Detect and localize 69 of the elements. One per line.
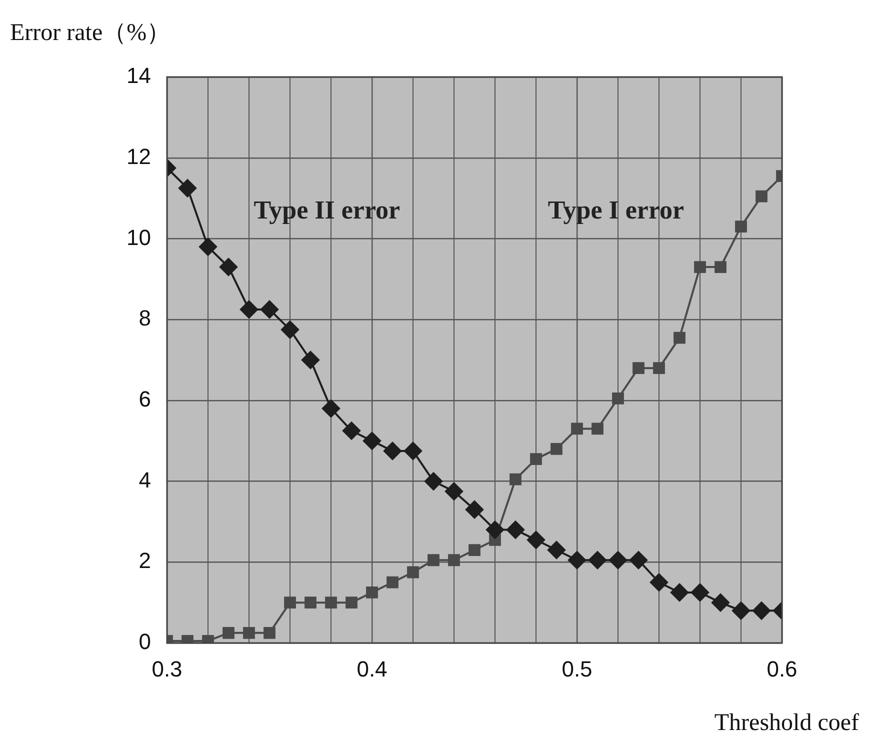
point [588, 551, 606, 570]
point [264, 626, 276, 639]
y-tick-label: 2 [138, 548, 151, 574]
y-tick-label: 8 [138, 306, 151, 331]
point [714, 261, 726, 273]
point [178, 179, 196, 198]
point [428, 554, 440, 566]
point [445, 482, 463, 500]
point [222, 626, 234, 639]
point [199, 238, 217, 256]
point [670, 583, 688, 602]
point [527, 530, 545, 549]
x-axis-title: Threshold coef [714, 710, 860, 736]
point [571, 422, 583, 435]
point [510, 473, 522, 486]
y-tick-label: 10 [126, 224, 151, 250]
y-tick-label: 4 [138, 467, 151, 492]
point [448, 554, 460, 566]
point [346, 596, 358, 609]
point [756, 190, 768, 202]
point [650, 573, 668, 592]
point [712, 594, 730, 612]
point [302, 351, 320, 369]
y-axis-title: Error rate（%） [10, 20, 171, 46]
point [240, 300, 258, 318]
y-tick-label: 14 [126, 63, 151, 88]
point [592, 422, 604, 435]
point [612, 392, 624, 404]
point [732, 602, 750, 620]
point [632, 362, 644, 374]
point [220, 258, 238, 276]
point [322, 400, 340, 418]
point [466, 500, 484, 519]
point [407, 566, 419, 578]
point [243, 626, 255, 639]
point [548, 541, 566, 560]
point [752, 602, 770, 620]
point [342, 422, 360, 440]
point [530, 453, 542, 465]
point [260, 300, 278, 318]
point [404, 442, 422, 460]
point [550, 442, 562, 455]
point [384, 442, 402, 460]
point [653, 362, 665, 374]
point [284, 596, 296, 609]
x-tick-label: 0.6 [766, 656, 798, 682]
point [386, 576, 398, 588]
point [325, 596, 337, 609]
y-tick-label: 6 [138, 386, 151, 412]
x-tick-label: 0.5 [562, 656, 592, 682]
point [630, 551, 648, 570]
y-tick-label: 0 [138, 629, 151, 654]
point [735, 220, 747, 233]
point [424, 472, 442, 490]
point [281, 320, 299, 339]
point [486, 520, 504, 539]
point [366, 586, 378, 598]
point [304, 596, 316, 609]
point [674, 332, 686, 344]
point [568, 551, 586, 570]
x-tick-label: 0.4 [356, 656, 388, 682]
y-tick-label: 12 [126, 144, 151, 169]
point [468, 544, 480, 556]
point [363, 432, 381, 450]
point [609, 551, 627, 570]
point [694, 261, 706, 273]
point [506, 520, 524, 539]
point [691, 583, 709, 602]
x-tick-label: 0.3 [152, 656, 182, 682]
